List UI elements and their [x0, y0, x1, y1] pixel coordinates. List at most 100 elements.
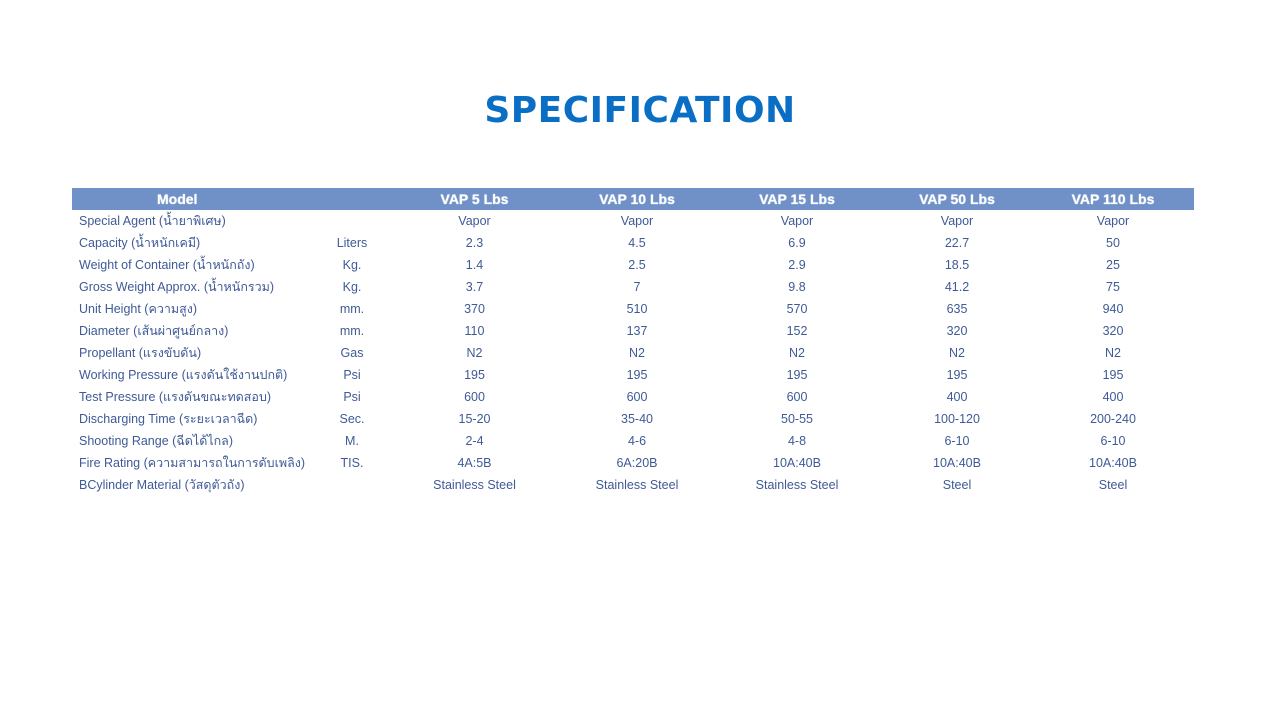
- row-value: 152: [786, 324, 808, 338]
- row-value: 10A:40B: [773, 456, 821, 470]
- row-value: 600: [626, 390, 648, 404]
- table-row: Working Pressure (แรงดันใช้งานปกติ) Psi 19…: [72, 364, 1194, 386]
- row-label: Special Agent (น้ำยาพิเศษ): [79, 214, 226, 228]
- row-label: BCylinder Material (วัสดุตัวถัง): [79, 478, 245, 492]
- specification-table: Model VAP 5 Lbs VAP 10 Lbs VAP 15 Lbs VA…: [72, 188, 1194, 496]
- row-value: 320: [946, 324, 968, 338]
- row-value: 4.5: [628, 236, 646, 250]
- row-value: 50: [1106, 236, 1120, 250]
- table-row: Special Agent (น้ำยาพิเศษ) Vapor Vapor Vapo…: [72, 210, 1194, 232]
- row-value: 6-10: [944, 434, 970, 448]
- table-row: BCylinder Material (วัสดุตัวถัง) Stainles…: [72, 474, 1194, 496]
- header-vap10: VAP 10 Lbs: [562, 188, 712, 210]
- row-label: Weight of Container (น้ำหนักถัง): [79, 258, 255, 272]
- row-value: 9.8: [788, 280, 806, 294]
- row-label: Capacity (น้ำหนักเคมี): [79, 236, 201, 250]
- table-row: Capacity (น้ำหนักเคมี) Liters 2.3 4.5 6.9 22.…: [72, 232, 1194, 254]
- row-unit: mm.: [339, 302, 365, 316]
- row-value: 6A:20B: [616, 456, 658, 470]
- row-unit: Kg.: [342, 280, 362, 294]
- row-value: N2: [949, 346, 965, 360]
- row-value: 4-6: [627, 434, 647, 448]
- row-label: Propellant (แรงขับดัน): [79, 346, 202, 360]
- row-value: 2.9: [788, 258, 806, 272]
- row-value: Vapor: [458, 214, 491, 228]
- row-value: 6-10: [1100, 434, 1126, 448]
- row-value: 10A:40B: [933, 456, 981, 470]
- table-row: Weight of Container (น้ำหนักถัง) Kg. 1.4 2.…: [72, 254, 1194, 276]
- row-label: Diameter (เส้นผ่าศูนย์กลาง): [79, 324, 229, 338]
- row-value: Vapor: [940, 214, 974, 228]
- table-row: Discharging Time (ระยะเวลาฉีด) Sec. 15-20 3…: [72, 408, 1194, 430]
- row-unit: [317, 474, 387, 496]
- row-value: Vapor: [620, 214, 654, 228]
- row-value: 41.2: [944, 280, 970, 294]
- row-value: 10A:40B: [1089, 456, 1137, 470]
- row-value: 195: [786, 368, 808, 382]
- row-label: Working Pressure (แรงดันใช้งานปกติ): [79, 368, 288, 382]
- row-value: 600: [464, 390, 485, 404]
- header-unit: [317, 188, 387, 210]
- row-value: 2.5: [628, 258, 646, 272]
- table-row: Shooting Range (ฉีดได้ไกล) M. 2-4 4-6 4-8 6-1…: [72, 430, 1194, 452]
- row-value: 370: [464, 302, 485, 316]
- row-unit: [317, 210, 387, 232]
- row-unit: M.: [345, 434, 359, 448]
- row-value: 75: [1106, 280, 1120, 294]
- page-title: SPECIFICATION: [484, 90, 796, 131]
- row-value: 100-120: [934, 412, 980, 426]
- row-value: 195: [464, 368, 485, 382]
- row-value: 137: [626, 324, 648, 338]
- row-value: 4-8: [787, 434, 807, 448]
- row-unit: Psi: [343, 368, 361, 382]
- header-vap110: VAP 110 Lbs: [1032, 188, 1194, 210]
- row-value: 940: [1102, 302, 1124, 316]
- row-label: Test Pressure (แรงดันขณะทดสอบ): [79, 390, 272, 404]
- row-value: 570: [786, 302, 808, 316]
- row-value: 4A:5B: [457, 456, 492, 470]
- row-label: Unit Height (ความสูง): [79, 302, 198, 316]
- row-value: N2: [629, 346, 645, 360]
- row-value: 3.7: [465, 280, 484, 294]
- row-value: 320: [1102, 324, 1124, 338]
- row-value: N2: [789, 346, 805, 360]
- row-label: Gross Weight Approx. (น้ำหนักรวม): [79, 280, 275, 294]
- header-vap15: VAP 15 Lbs: [712, 188, 882, 210]
- row-value: 635: [946, 302, 968, 316]
- row-value: Vapor: [780, 214, 814, 228]
- row-value: 2-4: [465, 434, 484, 448]
- row-value: 200-240: [1090, 412, 1136, 426]
- row-unit: Psi: [343, 390, 361, 404]
- row-value: 6.9: [788, 236, 806, 250]
- row-value: 600: [786, 390, 808, 404]
- table-header-row: Model VAP 5 Lbs VAP 10 Lbs VAP 15 Lbs VA…: [72, 188, 1194, 210]
- row-label: Shooting Range (ฉีดได้ไกล): [79, 434, 234, 448]
- row-value: 22.7: [944, 236, 970, 250]
- table-row: Gross Weight Approx. (น้ำหนักรวม) Kg. 3.7 7…: [72, 276, 1194, 298]
- row-value: Steel: [942, 478, 972, 492]
- header-model: Model: [72, 188, 317, 210]
- row-value: Stainless Steel: [595, 478, 679, 492]
- row-value: 510: [626, 302, 648, 316]
- row-value: 2.3: [465, 236, 484, 250]
- row-value: Stainless Steel: [433, 478, 516, 492]
- table-row: Unit Height (ความสูง) mm. 370 510 570 635 940: [72, 298, 1194, 320]
- row-value: Stainless Steel: [755, 478, 839, 492]
- row-value: N2: [1105, 346, 1121, 360]
- table-row: Test Pressure (แรงดันขณะทดสอบ) Psi 600 600 6…: [72, 386, 1194, 408]
- row-value: 195: [946, 368, 968, 382]
- row-unit: mm.: [339, 324, 365, 338]
- row-value: N2: [466, 346, 483, 360]
- header-vap50: VAP 50 Lbs: [882, 188, 1032, 210]
- row-label: Discharging Time (ระยะเวลาฉีด): [79, 412, 258, 426]
- row-value: 400: [1102, 390, 1124, 404]
- row-value: 50-55: [781, 412, 813, 426]
- row-label: Fire Rating (ความสามารถในการดับเพลิง): [79, 456, 306, 470]
- row-value: 195: [626, 368, 648, 382]
- row-value: 110: [464, 324, 485, 338]
- row-value: Steel: [1098, 478, 1128, 492]
- table-row: Diameter (เส้นผ่าศูนย์กลาง) mm. 110 137 152 3…: [72, 320, 1194, 342]
- row-value: 7: [633, 280, 641, 294]
- row-unit: Liters: [336, 236, 368, 250]
- row-value: 195: [1102, 368, 1124, 382]
